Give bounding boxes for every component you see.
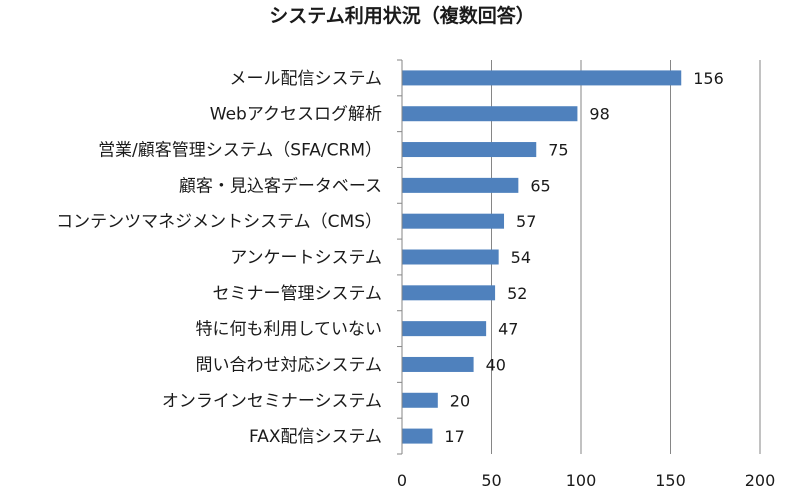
bar [402,106,578,122]
category-label: オンラインセミナーシステム [162,391,382,411]
category-label: セミナー管理システム [213,284,383,304]
value-label: 98 [589,105,609,124]
x-tick-label: 50 [481,471,501,490]
x-tick-label: 100 [566,471,597,490]
value-label: 75 [548,141,568,160]
bar [402,213,505,229]
value-label: 47 [498,320,518,339]
bar [402,177,519,193]
bar [402,285,496,301]
value-label-layer: 156 98 75 65 57 54 52 47 40 20 17 [444,69,723,446]
category-label-layer: メール配信システム Webアクセスログ解析営業/顧客管理システム（SFA/CRM）… [56,69,382,447]
bar [402,392,438,408]
category-label: コンテンツマネジメントシステム（CMS） [56,212,382,232]
category-label: メール配信システム [230,69,383,89]
value-label: 65 [530,176,550,195]
bar [402,70,682,86]
category-label: FAX配信システム [249,427,382,447]
x-tick-label: 0 [397,471,407,490]
chart-title: システム利用状況（複数回答） [269,4,534,27]
category-label: アンケートシステム [230,248,382,268]
value-label: 17 [444,427,464,446]
category-label: 特に何も利用していない [196,320,383,340]
bar [402,356,474,372]
bar [402,321,487,337]
category-label: 顧客・見込客データベース [179,175,382,196]
bar [402,249,499,265]
tick-label-layer: 0 50 100 150 200 [397,471,775,490]
x-tick-label: 150 [655,471,686,490]
category-label: Webアクセスログ解析 [210,105,382,125]
value-label: 54 [511,248,531,267]
bar [402,142,537,158]
value-label: 156 [693,69,724,88]
bar [402,428,433,444]
category-label: 営業/顧客管理システム（SFA/CRM） [98,141,382,161]
value-label: 57 [516,212,536,231]
value-label: 40 [486,355,506,374]
category-label: 問い合わせ対応システム [196,355,383,375]
value-label: 52 [507,284,527,303]
value-label: 20 [450,391,470,410]
bar-layer [402,70,682,444]
x-tick-label: 200 [745,471,776,490]
